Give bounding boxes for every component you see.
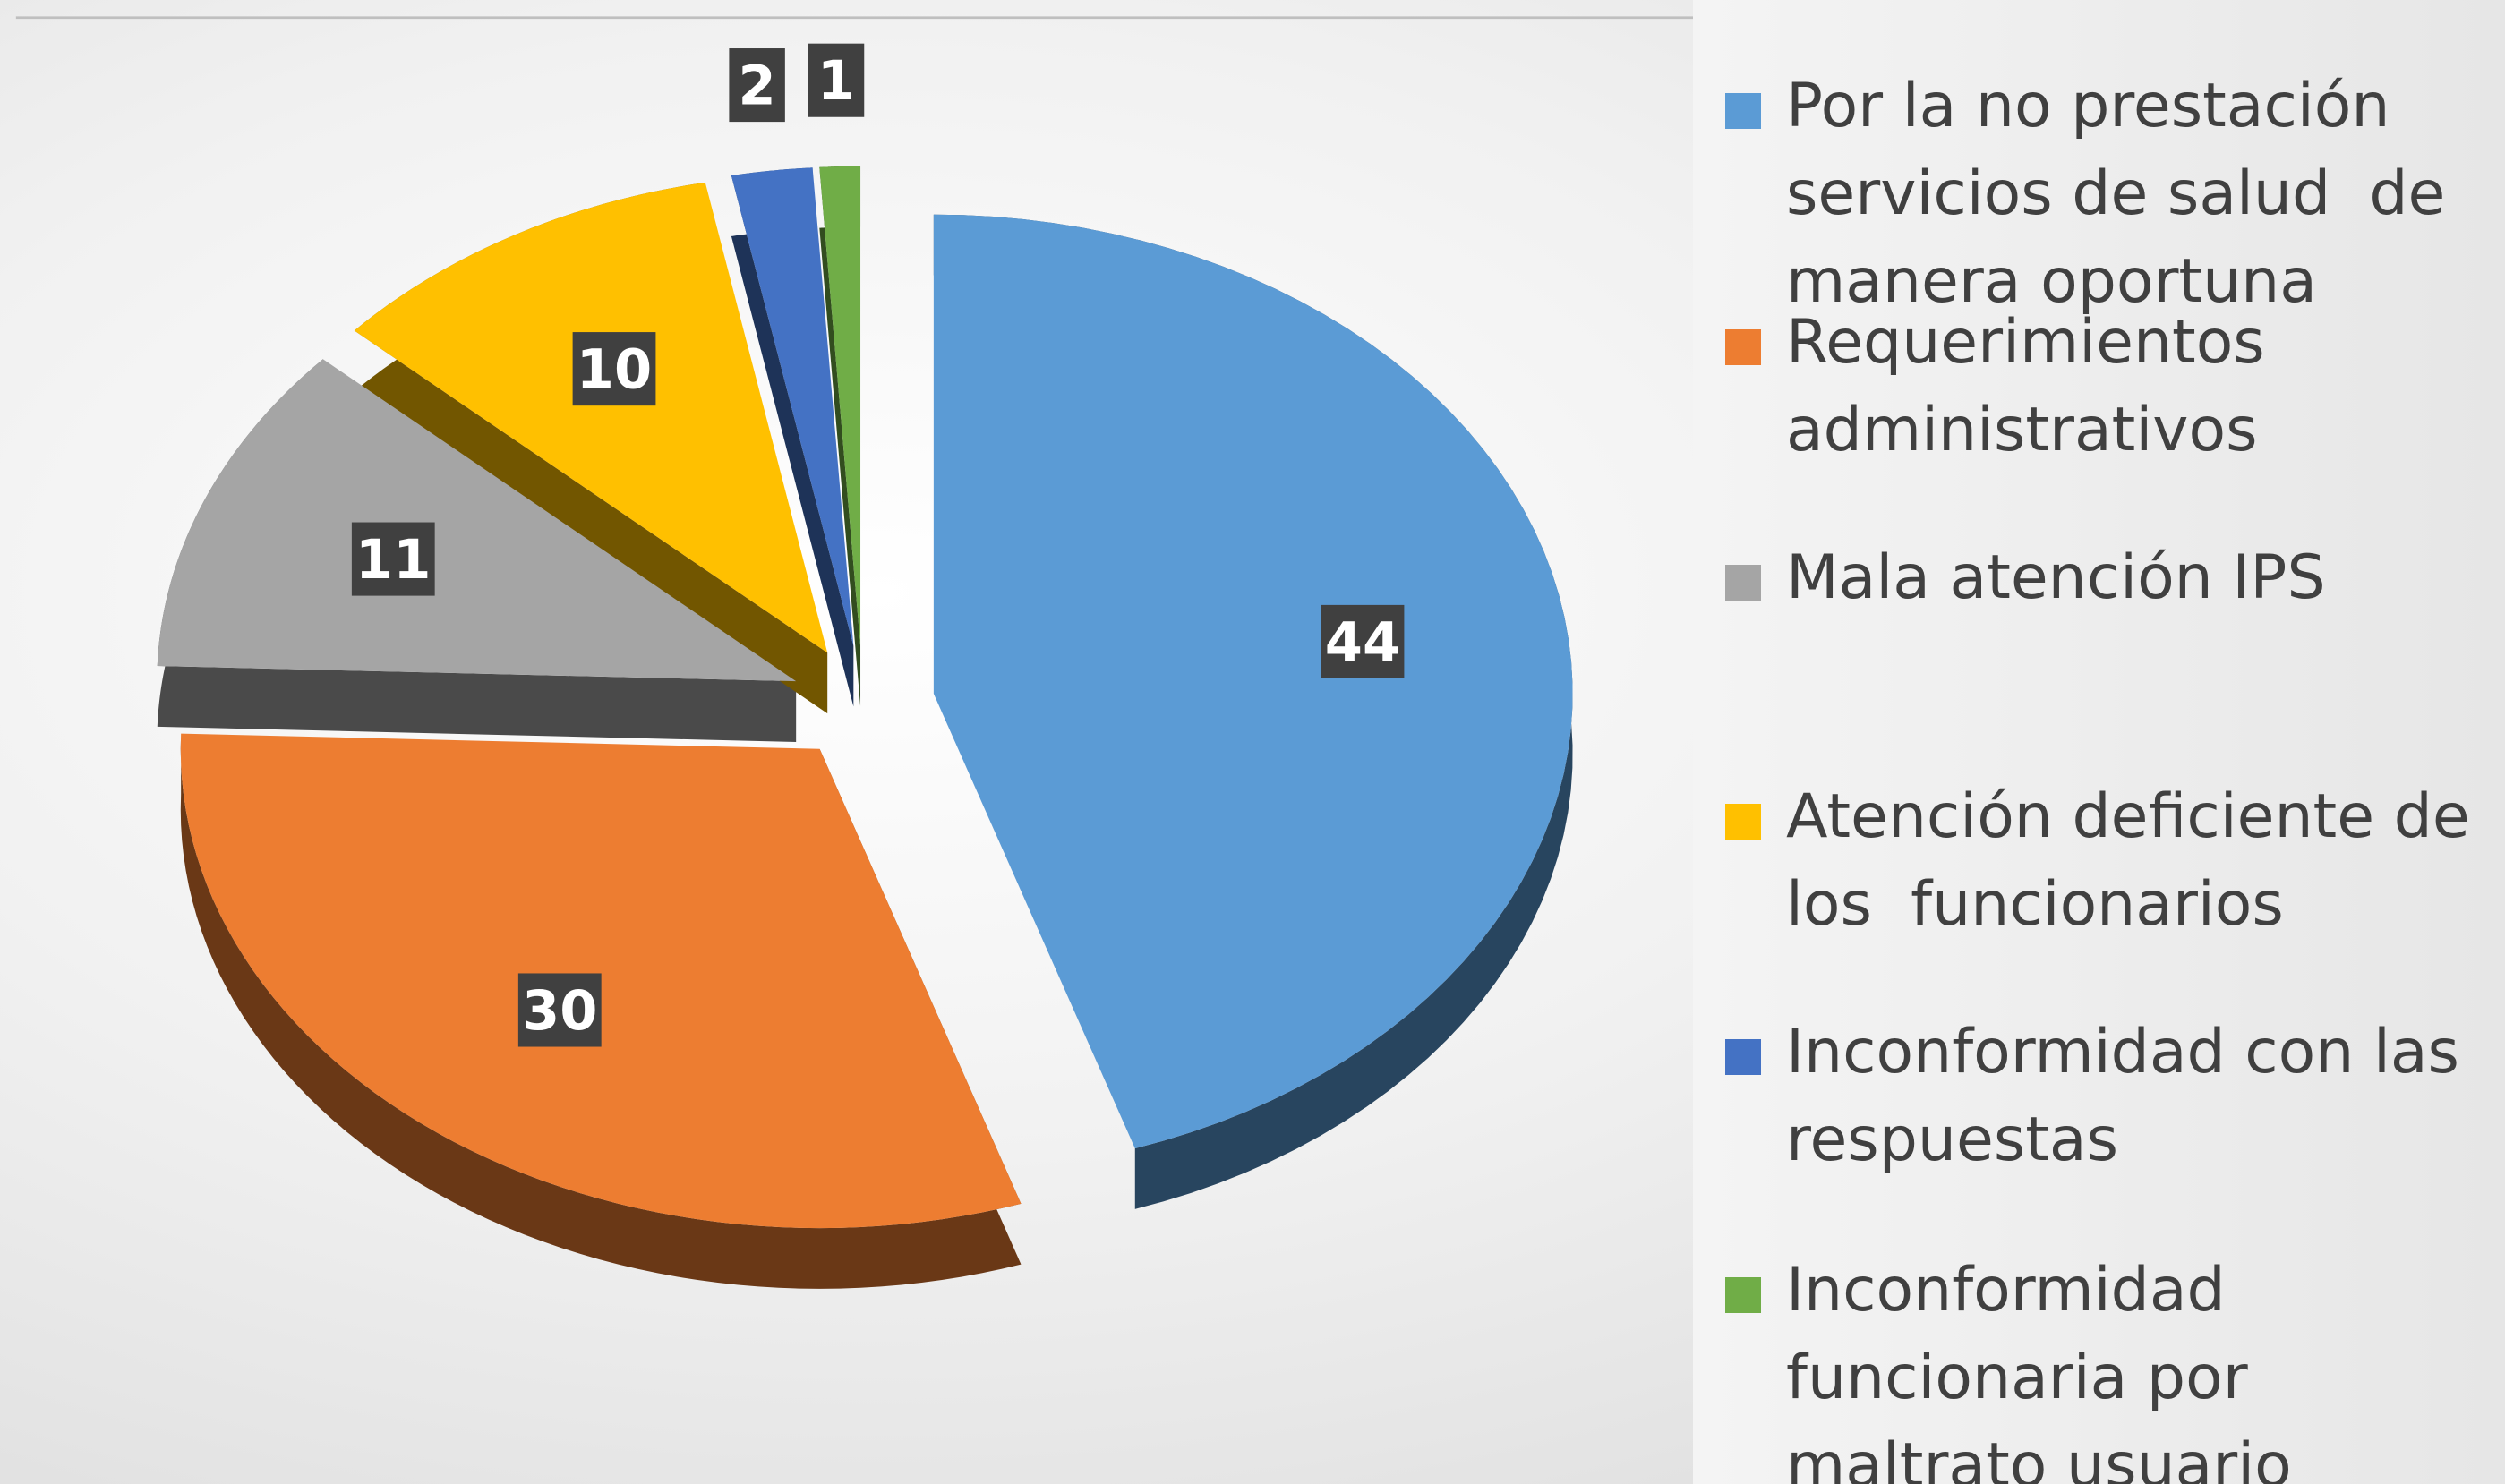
label-box: [572, 332, 656, 406]
legend-label: Mala atención IPS: [1786, 542, 2326, 613]
legend-swatch: [1725, 804, 1761, 840]
legend-label: Requerimientos administrativos: [1786, 307, 2285, 465]
label-text: 10: [577, 339, 652, 402]
label-text: 44: [1325, 611, 1400, 674]
data-labels: 44 30 11 10 2 1: [351, 43, 1405, 1047]
data-label: 11: [351, 522, 435, 596]
slice-side: [180, 733, 1022, 1289]
label-box: [808, 43, 865, 117]
label-box: [517, 973, 602, 1047]
label-box: [729, 48, 785, 123]
legend-label: Inconformidad con las respuestas: [1786, 1017, 2479, 1175]
slice: [819, 166, 861, 646]
slice: [933, 214, 1573, 1149]
legend: Por la no prestación servicios de salud …: [1693, 0, 2505, 1484]
label-text: 30: [522, 980, 597, 1043]
label-box: [351, 522, 435, 596]
data-label: 10: [572, 332, 656, 406]
legend-swatch: [1725, 93, 1761, 129]
label-box: [1321, 604, 1405, 678]
label-text: 1: [817, 50, 855, 113]
slice-side: [157, 359, 797, 742]
data-label: 30: [517, 973, 602, 1047]
slice: [354, 182, 828, 653]
data-label: 2: [729, 48, 785, 123]
data-label: 44: [1321, 604, 1405, 678]
legend-swatch: [1725, 565, 1761, 601]
slice: [731, 167, 854, 646]
legend-label: Atención deficiente de los funcionarios: [1786, 781, 2490, 940]
legend-swatch: [1725, 329, 1761, 365]
pie-sides: [157, 166, 1573, 1289]
slice-side: [354, 182, 828, 714]
label-text: 11: [355, 529, 431, 592]
legend-swatch: [1725, 1277, 1761, 1313]
legend-label: Por la no prestación servicios de salud …: [1786, 71, 2466, 317]
data-label: 1: [808, 43, 865, 117]
slice: [157, 359, 797, 682]
slice-side: [731, 167, 854, 707]
legend-swatch: [1725, 1039, 1761, 1075]
legend-label: Inconformidad funcionaria por maltrato u…: [1786, 1255, 2292, 1484]
slice-side: [819, 166, 861, 706]
label-text: 2: [739, 55, 776, 117]
